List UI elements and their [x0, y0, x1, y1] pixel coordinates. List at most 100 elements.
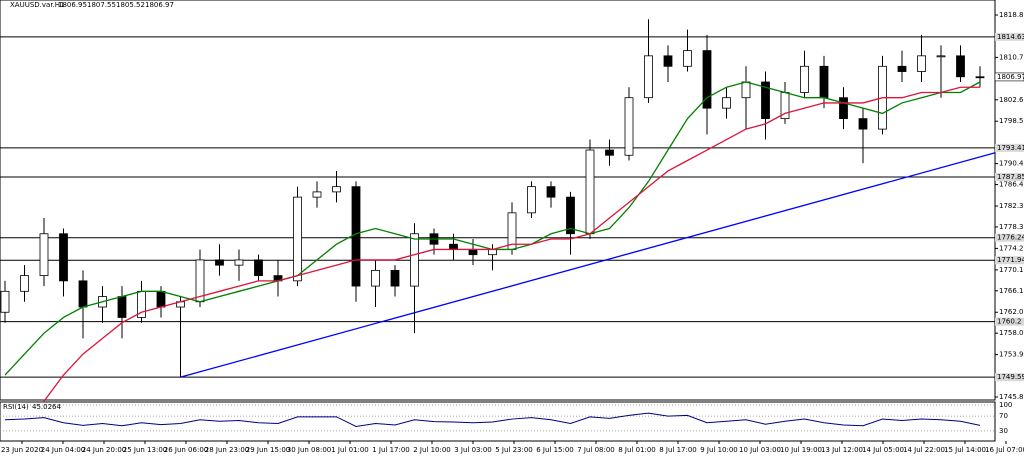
- x-tick-label: 16 Jul 07:00: [985, 446, 1024, 454]
- x-tick-label: 1 Jul 01:00: [331, 446, 369, 454]
- candle-body: [390, 269, 400, 287]
- x-tick-label: 7 Jul 08:00: [577, 446, 615, 454]
- candle-body: [683, 50, 692, 67]
- rsi-tick-label: 30: [999, 427, 1008, 435]
- x-tick-label: 1 Jul 17:00: [372, 446, 410, 454]
- y-tick-label: 1758.00: [999, 329, 1024, 337]
- x-tick-label: 15 Jul 14:00: [944, 446, 986, 454]
- level-label: 1771.94: [997, 256, 1024, 264]
- candle-body: [215, 259, 224, 266]
- level-label-box: [995, 172, 1024, 181]
- candle-body: [897, 65, 907, 72]
- candle-body: [312, 191, 322, 198]
- header-value: 1807.55: [87, 1, 116, 9]
- y-tick-label: 1810.70: [999, 53, 1024, 61]
- candle-body: [663, 55, 673, 67]
- candle-body: [156, 290, 166, 308]
- candle-body: [488, 249, 497, 256]
- level-label-box: [995, 32, 1024, 41]
- x-tick-label: 6 Jul 15:00: [536, 446, 574, 454]
- candle-body: [566, 196, 575, 235]
- level-label: 1749.59: [997, 373, 1024, 381]
- candle-body: [585, 149, 595, 235]
- header-value: 1806.97: [145, 1, 174, 9]
- candle-body: [527, 186, 536, 214]
- moving-average: [4, 81, 981, 376]
- trendline: [180, 152, 996, 378]
- candle-body: [644, 55, 653, 99]
- rsi-line: [4, 412, 981, 427]
- candle-body: [800, 65, 809, 93]
- candle-body: [59, 233, 68, 282]
- candle-body: [371, 269, 380, 287]
- y-tick-label: 1790.40: [999, 160, 1024, 168]
- candle-body: [936, 55, 946, 58]
- header-value: 1806.95: [58, 1, 87, 9]
- candle-body: [39, 233, 49, 277]
- level-label-box: [995, 256, 1024, 265]
- candle-body: [741, 81, 751, 99]
- candle-body: [819, 65, 829, 99]
- candle-body: [117, 296, 127, 318]
- x-tick-label: 29 Jun 15:00: [246, 446, 290, 454]
- y-tick-label: 1745.80: [999, 393, 1024, 401]
- x-tick-label: 14 Jul 05:00: [862, 446, 904, 454]
- candle-body: [332, 186, 341, 193]
- x-tick-label: 10 Jul 03:00: [739, 446, 781, 454]
- current-price-box: [994, 72, 1024, 82]
- candle-body: [624, 97, 634, 156]
- candle-body: [956, 55, 965, 78]
- y-tick-label: 1770.10: [999, 266, 1024, 274]
- x-tick-label: 23 Jun 2020: [1, 446, 43, 454]
- y-tick-label: 1802.60: [999, 96, 1024, 104]
- current-price: 1806.97: [997, 73, 1024, 81]
- rsi-frame: [0, 401, 996, 442]
- level-label-box: [995, 317, 1024, 326]
- main-frame: [0, 0, 996, 401]
- candle-body: [975, 76, 985, 79]
- y-tick-label: 1774.20: [999, 244, 1024, 252]
- y-tick-label: 1762.00: [999, 308, 1024, 316]
- level-label-box: [995, 143, 1024, 152]
- candle-body: [234, 259, 244, 266]
- candle-body: [449, 243, 458, 250]
- candle-body: [20, 275, 29, 292]
- rsi-name: RSI(14): [3, 403, 29, 411]
- y-tick-label: 1818.80: [999, 11, 1024, 19]
- x-tick-label: 8 Jul 17:00: [659, 446, 697, 454]
- candle-body: [78, 280, 88, 308]
- candle-body: [702, 50, 712, 109]
- candle-body: [917, 55, 926, 72]
- candle-body: [0, 290, 10, 313]
- candle-body: [410, 233, 419, 287]
- x-tick-label: 13 Jul 12:00: [821, 446, 863, 454]
- candle-body: [839, 97, 848, 120]
- candle-body: [468, 249, 478, 256]
- candle-body: [254, 259, 263, 277]
- level-label-box: [995, 233, 1024, 242]
- level-label: 1776.24: [997, 234, 1024, 242]
- y-tick-label: 1782.30: [999, 202, 1024, 210]
- x-tick-label: 24 Jun 20:00: [82, 446, 126, 454]
- x-tick-label: 26 Jun 06:00: [164, 446, 208, 454]
- level-label: 1814.63: [997, 33, 1024, 41]
- candle-body: [293, 196, 302, 282]
- candle-body: [605, 149, 614, 156]
- level-label-box: [995, 373, 1024, 382]
- y-tick-label: 1778.30: [999, 223, 1024, 231]
- y-tick-label: 1798.50: [999, 117, 1024, 125]
- x-tick-label: 3 Jul 03:00: [454, 446, 492, 454]
- candle-body: [351, 186, 361, 287]
- candle-body: [546, 186, 556, 198]
- x-tick-label: 8 Jul 01:00: [618, 446, 656, 454]
- candle-body: [858, 118, 868, 130]
- rsi-tick-label: 100: [999, 401, 1012, 409]
- level-label: 1793.41: [997, 144, 1024, 152]
- x-tick-label: 24 Jun 04:00: [41, 446, 85, 454]
- x-tick-label: 25 Jun 13:00: [123, 446, 167, 454]
- y-tick-label: 1786.40: [999, 181, 1024, 189]
- level-label: 1787.85: [997, 173, 1024, 181]
- candle-body: [722, 97, 731, 109]
